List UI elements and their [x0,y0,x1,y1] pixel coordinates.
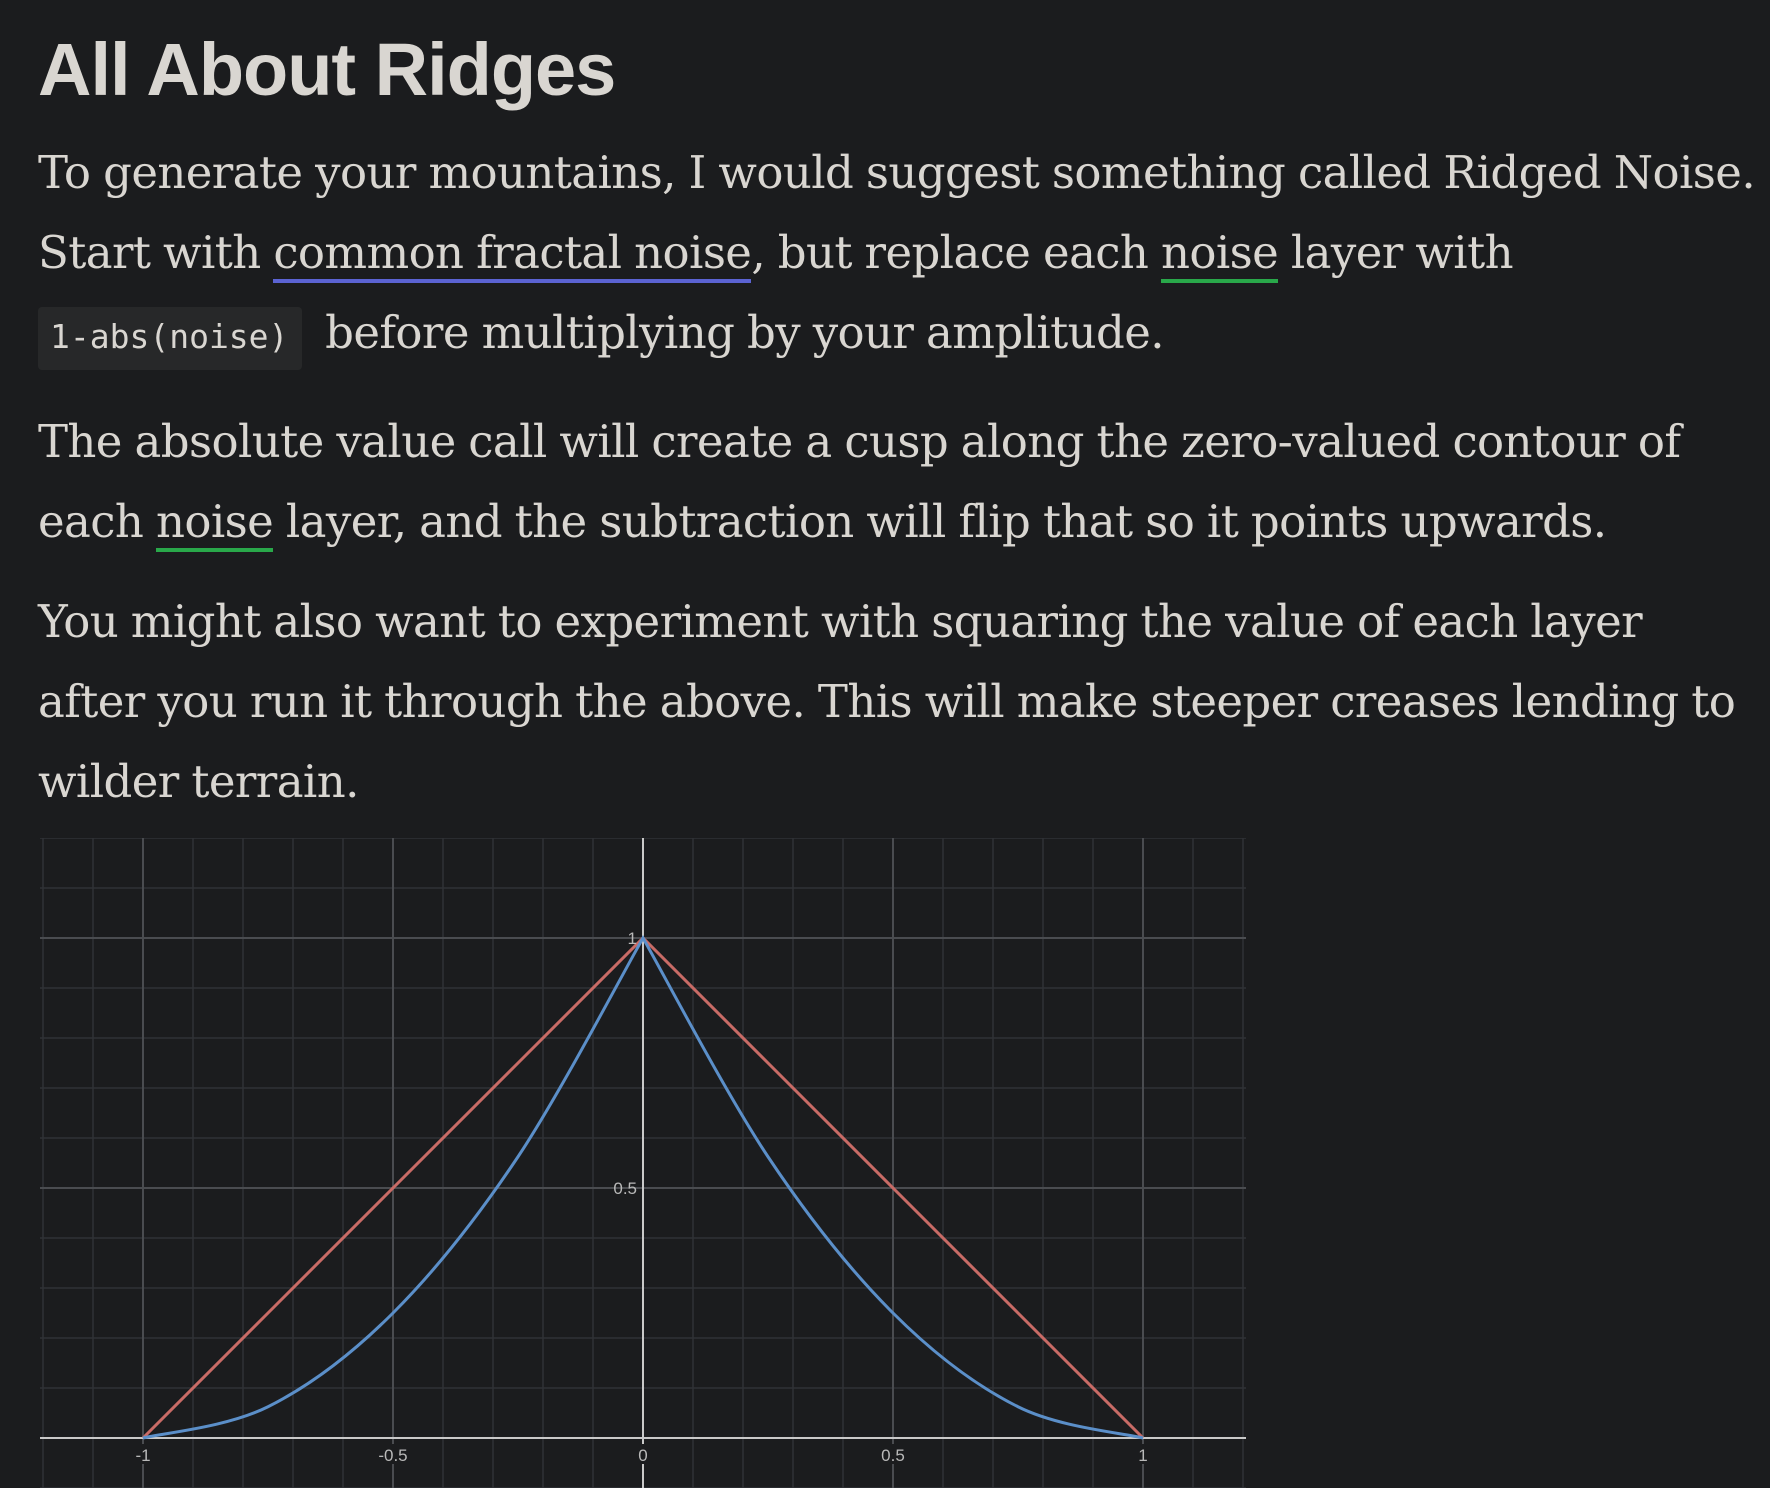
x-tick-label: 0 [638,1446,647,1465]
paragraph-text: before multiplying by your amplitude. [325,306,1164,359]
x-tick-label-bg [1121,1444,1165,1464]
code-snippet: 1-abs(noise) [38,307,303,370]
y-tick-label: 0.5 [613,1179,637,1198]
paragraph-squaring: You might also want to experiment with s… [38,595,1736,808]
paragraph-text: The absolute value call will create a cu… [38,415,1681,548]
ridge-function-chart: -1 -0.5 0 0.5 1 0.5 1 [40,838,1246,1488]
x-tick-label-bg [121,1444,165,1464]
x-tick-label: 0.5 [881,1446,905,1465]
x-tick-label: -1 [135,1446,150,1465]
paragraph-text: layer, and the subtraction will flip tha… [273,495,1607,548]
x-tick-label: -0.5 [378,1446,407,1465]
x-tick-label-bg [371,1444,415,1464]
series-line-2 [142,934,1144,1440]
paragraph-text: , but replace each [751,226,1161,279]
page-title: All About Ridges [38,28,616,111]
x-tick-label-bg [621,1444,665,1464]
x-tick-label: 1 [1138,1446,1147,1465]
paragraph-ridged-noise: To generate your mountains, I would sugg… [38,133,1758,377]
y-tick-label: 1 [628,929,637,948]
paragraph-text: To generate your mountains, I would sugg… [38,146,1756,279]
paragraph-absolute-value: The absolute value call will create a cu… [38,402,1758,562]
x-tick-label-bg [871,1444,915,1464]
paragraph-text: layer with [1278,226,1514,279]
link-noise[interactable]: noise [155,495,274,552]
link-common-fractal-noise[interactable]: common fractal noise [273,226,752,283]
link-noise[interactable]: noise [1160,226,1279,283]
